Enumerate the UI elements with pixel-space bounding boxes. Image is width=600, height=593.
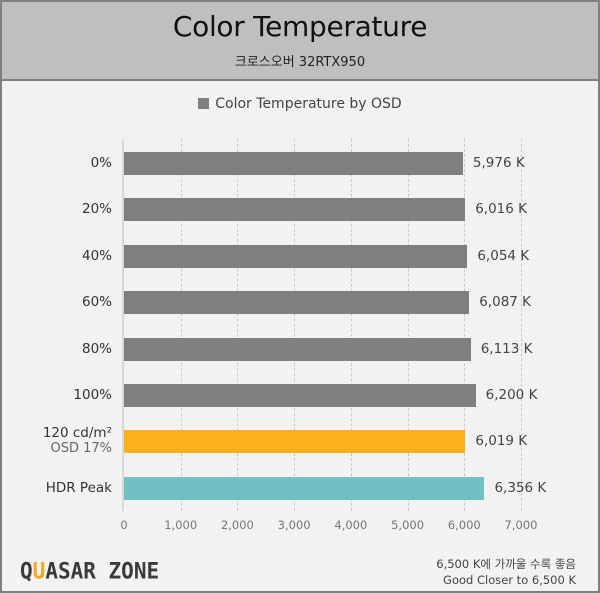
x-tick-label: 0 — [120, 518, 128, 532]
x-tick-label: 2,000 — [220, 518, 254, 532]
category-label-text: 20% — [81, 201, 112, 218]
category-label: 0% — [91, 155, 112, 171]
category-label-text: 80% — [81, 340, 112, 357]
value-label: 5,976 K — [472, 155, 525, 171]
bar — [124, 476, 485, 500]
footnote-english: Good Closer to 6,500 K — [443, 573, 576, 587]
category-label-text: 100% — [73, 387, 112, 403]
category-label: 20% — [82, 201, 112, 217]
category-label: 60% — [82, 294, 112, 310]
category-label-text: 40% — [81, 247, 112, 264]
chart-title: Color Temperature — [172, 10, 428, 43]
chart-subtitle: 크로스오버 32RTX950 — [234, 55, 366, 70]
value-label: 6,200 K — [485, 387, 538, 403]
value-label: 6,019 K — [475, 433, 528, 450]
value-label: 6,113 K — [480, 340, 533, 357]
bar — [124, 152, 463, 175]
x-tick-label: 1,000 — [164, 518, 198, 532]
x-tick-label: 3,000 — [277, 518, 311, 532]
category-label: 120 cd/m² OSD 17% — [43, 425, 112, 457]
category-label: HDR Peak — [46, 480, 112, 496]
footnote: 6,500 K에 가까울 수록 좋음 Good Closer to 6,500 … — [436, 556, 576, 588]
category-label-text: 0% — [90, 155, 112, 171]
x-tick-label: 7,000 — [504, 518, 538, 532]
gridline — [464, 139, 466, 511]
chart-header: Color Temperature 크로스오버 32RTX950 — [2, 2, 598, 81]
bar — [124, 198, 466, 222]
chart-legend: Color Temperature by OSD — [2, 96, 598, 112]
category-label: 80% — [82, 341, 112, 357]
value-label: 6,054 K — [477, 247, 530, 264]
x-tick-label: 4,000 — [334, 518, 368, 532]
category-label-text: HDR Peak — [45, 479, 112, 496]
y-axis-line — [122, 139, 124, 511]
logo-rest: ASAR ZONE — [45, 558, 160, 584]
bar — [124, 291, 470, 315]
category-label: 100% — [73, 387, 112, 403]
legend-swatch-icon — [198, 98, 210, 109]
logo-prefix: Q — [20, 558, 33, 584]
footnote-korean: 6,500 K에 가까울 수록 좋음 — [436, 557, 576, 571]
gridline — [180, 139, 182, 511]
category-label-text: 60% — [81, 294, 112, 311]
gridline — [350, 139, 352, 511]
gridline — [521, 139, 522, 511]
bar — [124, 244, 468, 268]
bar — [124, 430, 466, 454]
bar — [124, 337, 471, 361]
quasarzone-logo: QUASAR ZONE — [20, 558, 159, 583]
x-tick-label: 6,000 — [447, 518, 481, 532]
gridline — [237, 139, 239, 511]
value-label: 6,016 K — [475, 201, 527, 218]
x-tick-label: 5,000 — [391, 518, 425, 532]
value-label: 6,356 K — [494, 479, 547, 496]
value-label: 6,087 K — [479, 294, 532, 311]
gridline — [294, 139, 296, 511]
category-label-text: 120 cd/m² — [42, 425, 112, 442]
logo-accent: U — [32, 558, 46, 584]
category-sublabel: OSD 17% — [50, 441, 112, 457]
gridline — [407, 139, 409, 511]
category-label: 40% — [82, 248, 112, 264]
bar — [124, 384, 476, 407]
legend-label: Color Temperature by OSD — [215, 96, 402, 112]
